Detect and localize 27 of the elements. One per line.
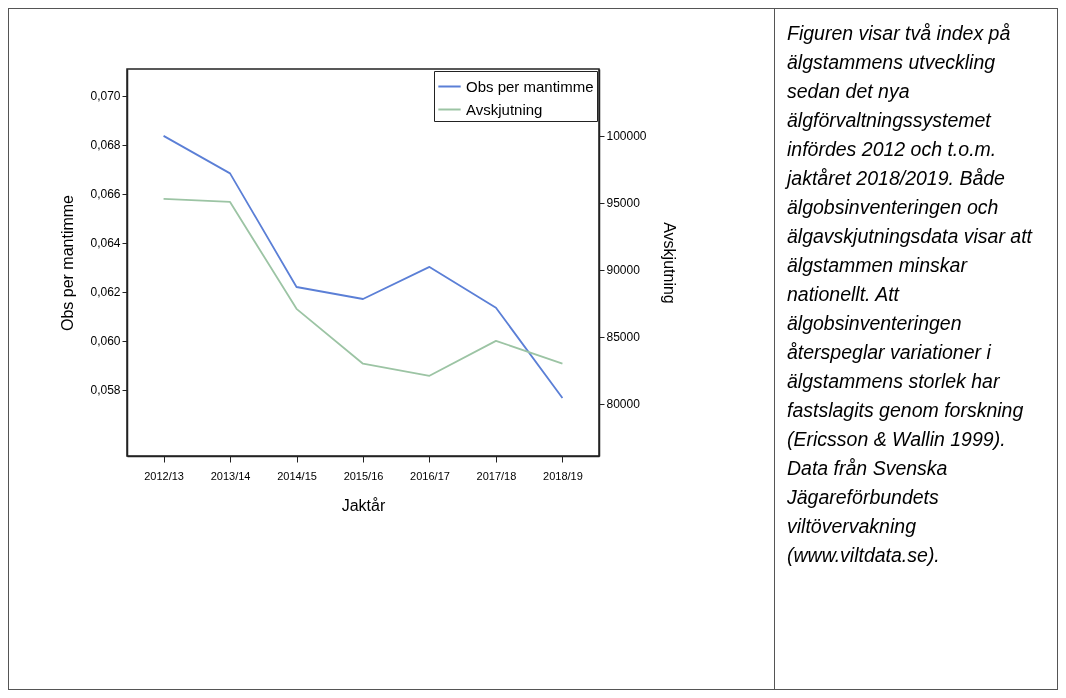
y-tick-label: 0,064 [90, 236, 121, 251]
x-tick-label: 2016/17 [410, 469, 450, 482]
y-tick-label: 0,068 [90, 138, 121, 153]
y2-tick-label: 90000 [606, 263, 641, 278]
y-tick-label: 0,070 [90, 89, 121, 104]
x-tick-label: 2014/15 [277, 469, 317, 482]
y2-axis-title: Avskjutning [660, 222, 678, 304]
line-series [162, 134, 564, 399]
x-tick-label: 2015/16 [343, 469, 384, 482]
x-tick-label: 2018/19 [543, 469, 583, 482]
y-tick-label: 0,058 [90, 383, 121, 398]
y-tick-label: 0,066 [90, 187, 121, 202]
y-tick-label: 0,062 [90, 285, 121, 300]
x-tick-label: 2012/13 [144, 469, 184, 482]
legend-label: Avskjutning [466, 100, 543, 118]
y2-tick-label: 85000 [606, 330, 641, 345]
y2-tick-label: 100000 [606, 129, 647, 144]
y2-tick-label: 80000 [606, 397, 641, 412]
legend-label: Obs per mantimme [466, 77, 594, 95]
text: Figuren visar två index på älgstammens utveckling sedan det nya älgförvaltningssystemet infördes 2012 och t.o.m. jaktåret 2018/2019. Både älgobsinventeringen och älgavskjutningsdata visar att älgstammen minskar nationellt. Att älgobsinventeringen återspeglar variationer i älgstammens storlek har fastslagits genom forskning (Ericsson & Wallin 1999). Data från Svenska Jägareförbundets viltövervakning (www.viltdata.se). [787, 22, 1032, 566]
x-tick-label: 2013/14 [210, 469, 251, 482]
x-axis-title: Jaktår [341, 496, 386, 514]
y-tick-label: 0,060 [90, 334, 121, 349]
y-axis-title: Obs per mantimme [59, 194, 77, 332]
y2-tick-label: 95000 [606, 196, 641, 211]
line-series [162, 197, 564, 377]
x-tick-label: 2017/18 [476, 469, 517, 482]
